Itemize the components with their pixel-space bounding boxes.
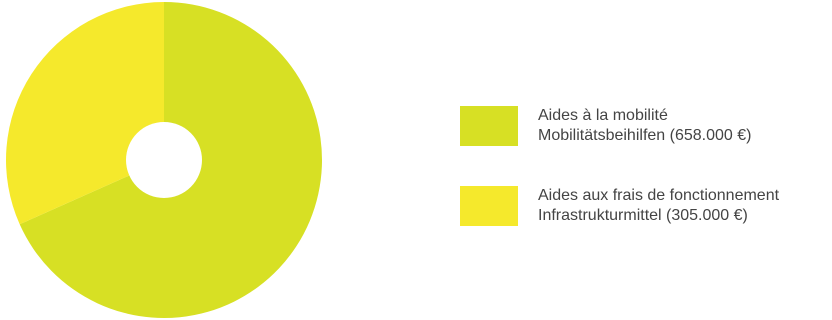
legend-label-fr-operating-costs: Aides aux frais de fonctionnement: [538, 187, 780, 204]
legend-label-fr-mobility: Aides à la mobilité: [538, 107, 668, 124]
legend-label-de-mobility: Mobilitätsbeihilfen (658.000 €): [538, 127, 752, 144]
donut-hole: [126, 122, 202, 198]
legend-swatch-mobility: [460, 106, 518, 146]
legend: Aides à la mobilité Mobilitätsbeihilfen …: [460, 106, 779, 266]
legend-item-operating-costs: Aides aux frais de fonctionnement Infras…: [460, 186, 779, 266]
pie-slice-1: [5, 2, 164, 225]
legend-swatch-operating-costs: [460, 186, 518, 226]
legend-item-mobility: Aides à la mobilité Mobilitätsbeihilfen …: [460, 106, 779, 186]
legend-label-de-operating-costs: Infrastrukturmittel (305.000 €): [538, 207, 748, 224]
